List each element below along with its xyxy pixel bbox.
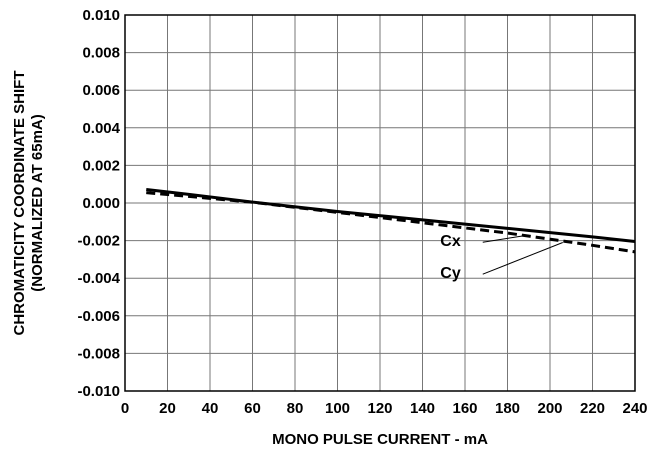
series-label-cy: Cy xyxy=(440,265,461,282)
y-axis-title-line-1: CHROMATICITY COORDINATE SHIFT xyxy=(11,71,28,336)
x-tick-label-4: 80 xyxy=(287,400,304,417)
y-tick-label-10: -0.010 xyxy=(77,383,120,400)
y-tick-label-7: -0.004 xyxy=(77,270,120,287)
chart-grid xyxy=(124,14,636,392)
x-tick-label-8: 160 xyxy=(452,400,477,417)
x-tick-label-0: 0 xyxy=(121,400,129,417)
y-axis-title: CHROMATICITY COORDINATE SHIFT (NORMALIZE… xyxy=(11,71,46,336)
y-tick-label-3: 0.004 xyxy=(82,120,120,137)
x-tick-label-7: 140 xyxy=(410,400,435,417)
y-tick-label-4: 0.002 xyxy=(82,157,120,174)
x-tick-label-2: 40 xyxy=(202,400,219,417)
y-tick-label-5: 0.000 xyxy=(82,195,120,212)
leader-line-cx xyxy=(482,234,529,243)
x-tick-label-6: 120 xyxy=(367,400,392,417)
series-line-cx xyxy=(146,187,636,244)
y-tick-label-9: -0.008 xyxy=(77,345,120,362)
x-axis-tick-labels: 0 20 40 60 80 100 120 140 160 180 200 220 240 xyxy=(121,400,648,417)
series-lines xyxy=(146,187,636,254)
y-tick-label-2: 0.006 xyxy=(82,82,120,99)
x-axis-title: MONO PULSE CURRENT - mA xyxy=(272,431,488,448)
x-tick-label-11: 220 xyxy=(580,400,605,417)
x-tick-label-3: 60 xyxy=(244,400,261,417)
x-tick-label-1: 20 xyxy=(159,400,176,417)
y-tick-label-6: -0.002 xyxy=(77,233,120,250)
series-annotations: Cx Cy xyxy=(440,233,563,282)
x-tick-label-12: 240 xyxy=(622,400,647,417)
series-label-cx: Cx xyxy=(440,233,461,250)
y-axis-title-line-2: (NORMALIZED AT 65mA) xyxy=(29,114,46,292)
y-tick-label-0: 0.010 xyxy=(82,7,120,24)
y-tick-label-8: -0.006 xyxy=(77,308,120,325)
x-tick-label-10: 200 xyxy=(537,400,562,417)
plot-area-frame xyxy=(124,14,636,392)
y-axis-tick-labels: 0.010 0.008 0.006 0.004 0.002 0.000 -0.002 -0.0… xyxy=(77,7,120,400)
x-tick-label-5: 100 xyxy=(325,400,350,417)
leader-line-cy xyxy=(482,242,563,275)
x-tick-label-9: 180 xyxy=(495,400,520,417)
y-tick-label-1: 0.008 xyxy=(82,45,120,62)
series-line-cy xyxy=(146,191,636,254)
